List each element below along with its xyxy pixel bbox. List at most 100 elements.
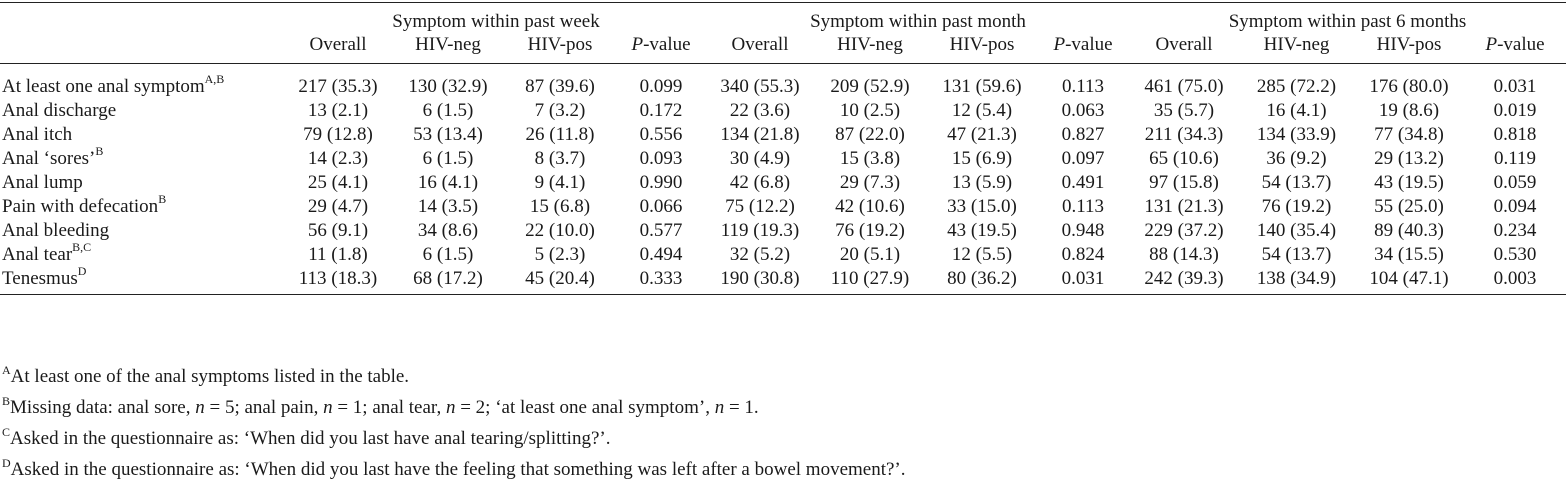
p-value-cell: 0.113 <box>1061 75 1105 97</box>
count-cell: 6 (1.5) <box>422 243 474 265</box>
p-value-cell: 0.491 <box>1061 171 1105 193</box>
row-label: Anal lump <box>2 171 83 193</box>
column-header-hiv-neg: HIV-neg <box>415 34 481 55</box>
column-header-overall: Overall <box>1155 34 1213 55</box>
p-value-cell: 0.530 <box>1493 243 1537 265</box>
column-header-p-value: P-value <box>631 34 691 55</box>
column-header-hiv-pos: HIV-pos <box>1376 34 1442 55</box>
count-cell: 68 (17.2) <box>413 267 483 289</box>
count-cell: 13 (2.1) <box>307 99 369 121</box>
count-cell: 113 (18.3) <box>298 267 378 289</box>
count-cell: 209 (52.9) <box>830 75 910 97</box>
p-value-cell: 0.990 <box>639 171 683 193</box>
column-header-p-value: P-value <box>1485 34 1545 55</box>
count-cell: 29 (7.3) <box>839 171 901 193</box>
count-cell: 130 (32.9) <box>408 75 488 97</box>
group-header-row: Symptom within past week Symptom within … <box>0 3 1566 33</box>
count-cell: 43 (19.5) <box>1374 171 1444 193</box>
count-cell: 12 (5.5) <box>951 243 1013 265</box>
group-header-6-months: Symptom within past 6 months <box>1228 11 1467 32</box>
column-header-row: Overall HIV-neg HIV-pos P-value Overall … <box>0 33 1566 64</box>
count-cell: 19 (8.6) <box>1378 99 1440 121</box>
count-cell: 34 (8.6) <box>417 219 479 241</box>
column-header-hiv-pos: HIV-pos <box>949 34 1015 55</box>
count-cell: 104 (47.1) <box>1369 267 1449 289</box>
count-cell: 75 (12.2) <box>725 195 795 217</box>
column-header-hiv-neg: HIV-neg <box>837 34 903 55</box>
row-label: TenesmusD <box>2 264 87 289</box>
count-cell: 16 (4.1) <box>417 171 479 193</box>
count-cell: 54 (13.7) <box>1261 243 1332 265</box>
row-label: At least one anal symptomA,B <box>2 72 225 97</box>
count-cell: 89 (40.3) <box>1374 219 1444 241</box>
p-value-cell: 0.172 <box>639 99 683 121</box>
count-cell: 16 (4.1) <box>1266 99 1327 121</box>
p-value-cell: 0.234 <box>1493 219 1537 241</box>
count-cell: 29 (13.2) <box>1374 147 1444 169</box>
count-cell: 217 (35.3) <box>298 75 378 97</box>
count-cell: 35 (5.7) <box>1153 99 1215 121</box>
p-value-cell: 0.019 <box>1493 99 1537 121</box>
count-cell: 15 (3.8) <box>839 147 901 169</box>
group-header-month: Symptom within past month <box>810 11 1026 32</box>
count-cell: 138 (34.9) <box>1256 267 1337 289</box>
count-cell: 29 (4.7) <box>307 195 369 217</box>
count-cell: 77 (34.8) <box>1374 123 1444 145</box>
p-value-cell: 0.059 <box>1493 171 1537 193</box>
p-value-cell: 0.113 <box>1061 195 1105 217</box>
table-body: At least one anal symptomA,B 217 (35.3) 13… <box>0 64 1566 295</box>
footnote-b: BMissing data: anal sore, n = 5; anal pa… <box>2 393 759 418</box>
row-label: Anal tearB,C <box>2 240 92 265</box>
count-cell: 14 (2.3) <box>307 147 369 169</box>
count-cell: 8 (3.7) <box>534 147 586 169</box>
footnote-marker: B,C <box>72 240 92 255</box>
p-value-cell: 0.031 <box>1061 267 1105 289</box>
footnote-marker: A,B <box>204 72 225 87</box>
count-cell: 87 (22.0) <box>835 123 905 145</box>
count-cell: 56 (9.1) <box>307 219 369 241</box>
p-value-cell: 0.556 <box>639 123 683 145</box>
count-cell: 32 (5.2) <box>729 243 791 265</box>
row-label: Anal discharge <box>2 99 117 121</box>
footnote-c: CAsked in the questionnaire as: ‘When di… <box>2 424 611 449</box>
group-header-week: Symptom within past week <box>392 11 600 32</box>
count-cell: 42 (6.8) <box>729 171 791 193</box>
table-row: Anal bleeding 56 (9.1) 34 (8.6) 22 (10.0) 0.… <box>0 218 1566 242</box>
count-cell: 285 (72.2) <box>1256 75 1337 97</box>
footnote-d: DAsked in the questionnaire as: ‘When di… <box>2 455 906 480</box>
count-cell: 131 (59.6) <box>942 75 1022 97</box>
count-cell: 65 (10.6) <box>1149 147 1219 169</box>
count-cell: 87 (39.6) <box>525 75 595 97</box>
count-cell: 110 (27.9) <box>830 267 910 289</box>
symptom-table: Symptom within past week Symptom within … <box>0 2 1566 295</box>
p-value-cell: 0.333 <box>639 267 683 289</box>
p-value-cell: 0.063 <box>1061 99 1105 121</box>
table-row: TenesmusD 113 (18.3) 68 (17.2) 45 (20.4) 0.3… <box>0 264 1566 295</box>
count-cell: 88 (14.3) <box>1149 243 1219 265</box>
count-cell: 47 (21.3) <box>947 123 1017 145</box>
count-cell: 6 (1.5) <box>422 147 474 169</box>
p-value-cell: 0.824 <box>1061 243 1105 265</box>
count-cell: 176 (80.0) <box>1369 75 1449 97</box>
count-cell: 33 (15.0) <box>947 195 1017 217</box>
row-label: Anal bleeding <box>2 219 110 241</box>
count-cell: 7 (3.2) <box>534 99 586 121</box>
column-header-overall: Overall <box>309 34 367 55</box>
column-header-overall: Overall <box>731 34 789 55</box>
p-value-cell: 0.119 <box>1493 147 1537 169</box>
footnote-marker: B <box>95 144 104 159</box>
p-value-cell: 0.094 <box>1493 195 1537 217</box>
row-label: Anal itch <box>2 123 73 145</box>
p-value-cell: 0.818 <box>1493 123 1537 145</box>
table-row: At least one anal symptomA,B 217 (35.3) 13… <box>0 64 1566 98</box>
count-cell: 13 (5.9) <box>951 171 1013 193</box>
count-cell: 53 (13.4) <box>413 123 483 145</box>
count-cell: 15 (6.8) <box>529 195 591 217</box>
count-cell: 134 (33.9) <box>1256 123 1337 145</box>
footnote-marker: B <box>158 192 167 207</box>
p-value-cell: 0.099 <box>639 75 683 97</box>
p-value-cell: 0.494 <box>639 243 683 265</box>
count-cell: 211 (34.3) <box>1144 123 1224 145</box>
count-cell: 55 (25.0) <box>1374 195 1444 217</box>
count-cell: 5 (2.3) <box>534 243 586 265</box>
